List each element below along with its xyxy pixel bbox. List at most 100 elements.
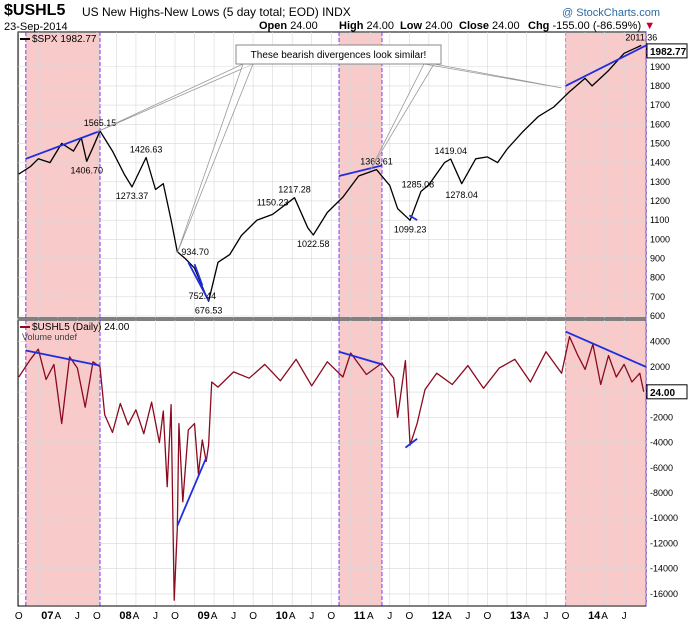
x-axis-year-label: 13 [510,610,522,622]
open-label: Open [259,20,288,32]
price-axis-tick-label: 1100 [650,215,669,225]
x-axis-month-label: O [405,611,413,622]
price-divergence-line [193,263,204,286]
x-axis-year-label: 12 [432,610,444,622]
ushl5-line [18,335,645,601]
x-axis-month-label: O [327,611,335,622]
indicator-axis-tick-label: 2000 [650,362,670,372]
price-axis-tick-label: 900 [650,253,665,263]
indicator-axis-tick-label: -12000 [650,538,678,548]
price-divergence-line [565,44,647,87]
indicator-axis-tick-label: -8000 [650,488,673,498]
indicator-panel [17,319,647,607]
x-axis-month-label: A [211,611,218,622]
x-axis-month-label: A [133,611,140,622]
price-data-label: 1022.58 [297,239,330,249]
price-data-label: 1363.61 [360,157,393,167]
x-axis-month-label: A [54,611,61,622]
indicator-axis-tick-label: -10000 [650,513,678,523]
x-axis-month-label: A [445,611,452,622]
spx-last-value: 1982.77 [650,47,687,58]
x-axis-month-label: O [171,611,179,622]
x-axis-year-label: 09 [198,610,210,622]
x-axis-month-label: O [484,611,492,622]
highlight-band [339,321,382,605]
price-data-label: 1419.04 [434,146,467,156]
low-field: Low 24.00 [400,20,453,32]
price-data-label: 1273.37 [116,191,149,201]
price-data-label: 1565.15 [84,118,117,128]
price-axis-tick-label: 1500 [650,138,670,148]
indicator-divergence-line [25,349,101,367]
x-axis-month-label: O [15,611,23,622]
price-data-label: 1099.23 [394,224,427,234]
stockcharts-brand[interactable]: @ StockCharts.com [562,7,660,19]
x-axis-month-label: J [387,611,392,622]
price-panel [17,31,647,319]
x-axis-month-label: O [93,611,101,622]
highlight-band [565,33,646,317]
price-axis-tick-label: 1200 [650,196,670,206]
x-axis-year-label: 14 [588,610,601,622]
x-axis-month-label: J [465,611,470,622]
x-axis-month-label: A [523,611,530,622]
open-field: Open 24.00 [259,20,318,32]
x-axis-month-label: A [601,611,608,622]
highlight-band [565,321,646,605]
price-data-label: 1285.08 [402,180,435,190]
indicator-divergence-line [176,457,208,527]
price-data-label: 1217.28 [278,185,311,195]
annotation-text: These bearish divergences look similar! [251,50,427,61]
ticker-description: US New Highs-New Lows (5 day total; EOD)… [82,5,351,19]
chart-date: 23-Sep-2014 [4,21,68,33]
price-divergence-line [25,130,101,160]
spx-last-value-box [646,43,688,59]
change-label: Chg [528,20,550,32]
price-axis-tick-label: 800 [650,273,665,283]
x-axis-month-label: J [544,611,549,622]
open-value: 24.00 [290,20,318,32]
x-axis-month-label: O [562,611,570,622]
price-data-label: 1278.04 [445,190,478,200]
price-axis-tick-label: 1800 [650,81,670,91]
change-field: Chg -155.00 (-86.59%) ▼ [528,20,655,32]
indicator-axis-tick-label: -16000 [650,589,678,599]
exchange-label: INDX [322,5,351,19]
low-label: Low [400,20,422,32]
x-axis-month-label: O [249,611,257,622]
price-axis-tick-label: 700 [650,292,665,302]
price-axis-tick-label: 1600 [650,119,670,129]
price-axis-tick-label: 1900 [650,62,670,72]
price-axis-tick-label: 1000 [650,234,670,244]
price-data-label: 1150.23 [257,198,289,208]
high-label: High [339,20,364,32]
price-data-label: 1426.63 [130,145,163,155]
ushl5-last-value-box [646,384,688,400]
x-axis-year-label: 07 [41,610,53,622]
annotation-box [235,44,442,65]
x-axis-month-label: A [289,611,296,622]
high-field: High 24.00 [339,20,394,32]
close-value: 24.00 [492,20,520,32]
x-axis-year-label: 10 [276,610,288,622]
price-data-label: 676.53 [195,305,223,315]
price-divergence-line [408,214,418,221]
indicator-axis-tick-label: -4000 [650,438,673,448]
low-value: 24.00 [425,20,453,32]
indicator-axis-tick-label: -14000 [650,564,678,574]
x-axis-month-label: J [75,611,80,622]
x-axis-month-label: J [622,611,627,622]
x-axis-year-label: 11 [354,610,366,622]
high-value: 24.00 [366,20,395,32]
price-axis-tick-label: 1300 [650,177,670,187]
spx-legend: $SPX 1982.77 [32,34,97,45]
price-data-label: 1406.70 [70,165,103,175]
price-data-label: 934.70 [181,247,209,257]
price-data-label: 2011.36 [625,32,657,42]
ushl5-legend: $USHL5 (Daily) 24.00 [32,322,130,333]
price-divergence-line [187,261,210,302]
volume-legend: Volume undef [22,332,78,342]
indicator-axis-tick-label: -2000 [650,412,673,422]
price-axis-tick-label: 1700 [650,100,670,110]
